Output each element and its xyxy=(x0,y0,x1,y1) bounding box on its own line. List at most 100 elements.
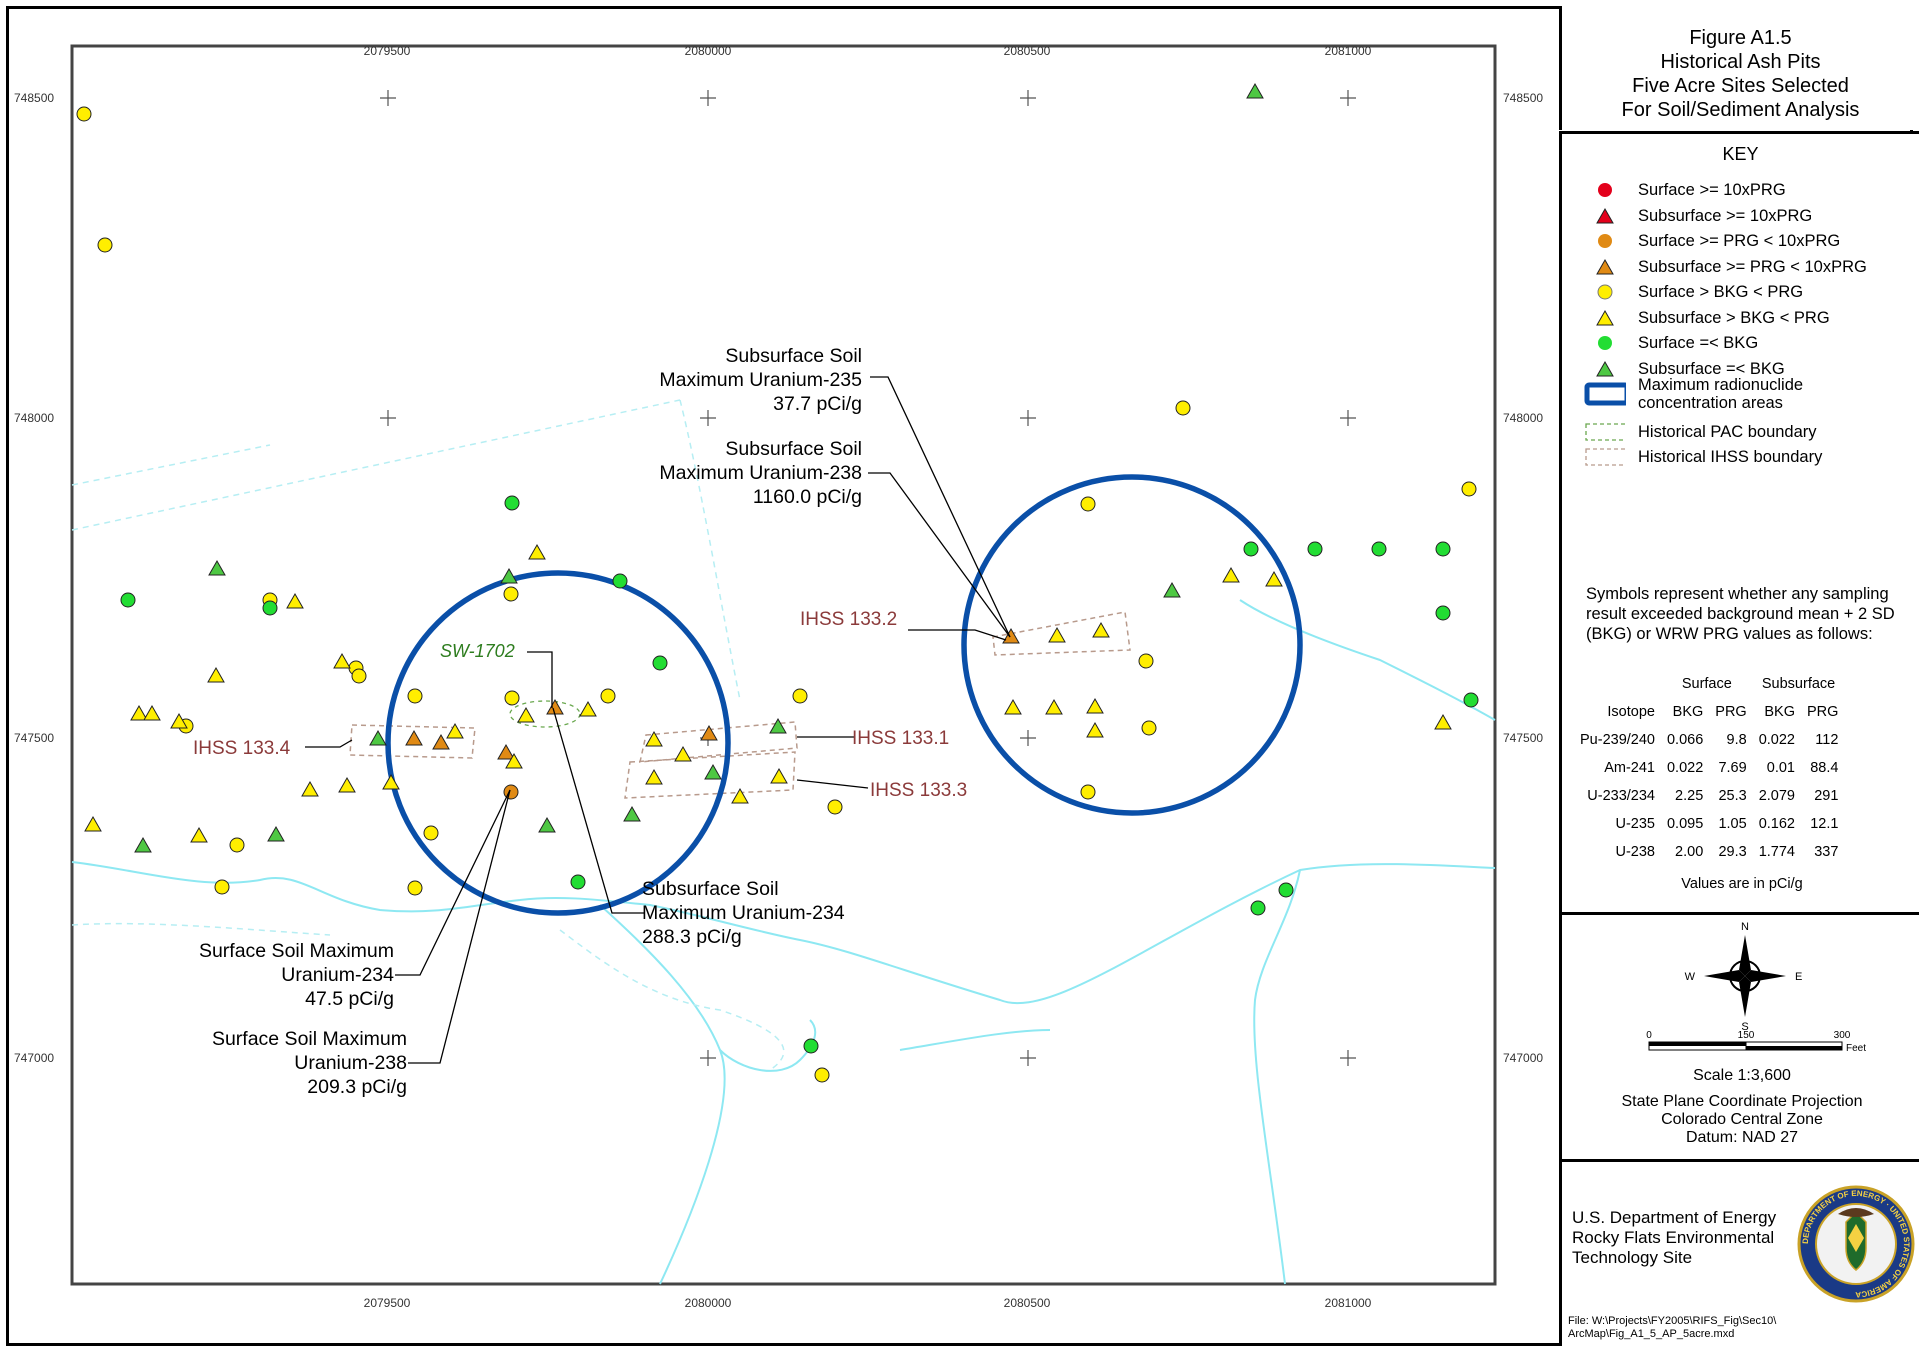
surface-sample-point xyxy=(229,837,245,853)
subsurface-sample-point xyxy=(207,666,225,683)
legend-item: Surface =< BKG xyxy=(1584,331,1758,355)
projection-line: State Plane Coordinate Projection xyxy=(1621,1093,1863,1110)
value-cell: 88.4 xyxy=(1810,760,1839,776)
key-panel: KEY Surface >= 10xPRG Subsurface >= 10xPR… xyxy=(1559,134,1919,912)
subsurface-sample-point xyxy=(1163,581,1181,598)
value-cell: 1.05 xyxy=(1718,816,1747,832)
ihss-boundaries xyxy=(349,611,1131,799)
subsurface-sample-point xyxy=(528,543,546,560)
legend-item: Surface >= 10xPRG xyxy=(1584,178,1786,202)
bottom-axis-label: 2079500 xyxy=(364,1296,411,1310)
surface-sample-point xyxy=(76,106,92,122)
map: 2079500 2080000 2080500 2081000 2079500 … xyxy=(14,44,1543,1310)
value-cell: 291 xyxy=(1814,788,1839,804)
file-path: File: W:\Projects\FY2005\RIFS_Fig\Sec10\… xyxy=(1568,1315,1776,1341)
legend-triangle-icon xyxy=(1584,258,1626,276)
subsurface-sample-point xyxy=(769,717,787,734)
surface-sample-point xyxy=(612,573,628,589)
callout-u238-sub-line3: 1160.0 pCi/g xyxy=(753,486,862,508)
legend-circle-icon xyxy=(1584,334,1626,352)
compass-w: W xyxy=(1685,971,1696,983)
subsurface-sample-point xyxy=(1045,698,1063,715)
legend-label: Surface >= PRG < 10xPRG xyxy=(1638,232,1840,250)
callout-u235-sub-line2: Maximum Uranium-235 xyxy=(659,369,862,391)
legend-label: Surface >= 10xPRG xyxy=(1638,181,1786,199)
figure-title-line: Five Acre Sites Selected xyxy=(1632,75,1849,97)
surface-group-header: Surface xyxy=(1681,676,1732,692)
table-row: U-238 2.00 29.3 1.774 337 xyxy=(1574,838,1844,866)
legend-item: Historical PAC boundary xyxy=(1584,420,1817,444)
value-cell: 337 xyxy=(1814,844,1839,860)
right-axis-label: 747000 xyxy=(1503,1051,1543,1065)
value-cell: 7.69 xyxy=(1718,760,1747,776)
legend-label-line: Surface > BKG < PRG xyxy=(1638,283,1804,301)
legend-item: Historical IHSS boundary xyxy=(1584,445,1822,469)
subsurface-sample-point xyxy=(1265,570,1283,587)
scale-panel: N S W E 0 150 300 Feet Scale 1:3,600 Sta… xyxy=(1559,915,1919,1159)
surface-sample-point xyxy=(214,879,230,895)
agency-panel: U.S. Department of Energy Rocky Flats En… xyxy=(1559,1162,1919,1346)
subsurface-sample-point xyxy=(1002,627,1020,644)
legend-circle-icon xyxy=(1584,283,1626,301)
value-cell: 2.079 xyxy=(1758,788,1795,804)
callout-u234-sub-line3: 288.3 pCi/g xyxy=(642,926,742,948)
scale-unit: Feet xyxy=(1846,1043,1866,1054)
legend-label: Surface > BKG < PRG xyxy=(1638,283,1803,301)
compass-and-scale: N S W E xyxy=(1685,921,1803,1033)
subsurface-sample-point xyxy=(84,815,102,832)
surface-sample-point xyxy=(504,495,520,511)
table-row: U-233/234 2.25 25.3 2.079 291 xyxy=(1574,782,1844,810)
subsurface-sample-point xyxy=(538,816,556,833)
left-axis-label: 747000 xyxy=(14,1051,54,1065)
subsurface-sample-point xyxy=(405,729,423,746)
subsurface-sample-point xyxy=(700,724,718,741)
left-axis-label: 748000 xyxy=(14,411,54,425)
callout-u234-surf-line1: Surface Soil Maximum xyxy=(199,940,394,962)
subsurface-sample-point xyxy=(497,743,515,760)
subsurface-sample-point xyxy=(190,826,208,843)
surface-sample-point xyxy=(120,592,136,608)
surface-sample-point xyxy=(262,600,278,616)
symbols-note: Symbols represent whether any sampling r… xyxy=(1586,585,1895,643)
subsurface-sample-point xyxy=(1246,82,1264,99)
bottom-axis-label: 2080000 xyxy=(685,1296,732,1310)
top-axis-label: 2080500 xyxy=(1004,44,1051,58)
surface-sample-point xyxy=(1175,400,1191,416)
left-axis-label: 747500 xyxy=(14,731,54,745)
left-axis-label: 748500 xyxy=(14,91,54,105)
callout-u234-sub-line2: Maximum Uranium-234 xyxy=(642,902,845,924)
threshold-table: Surface Subsurface Isotope BKG PRG BKG P… xyxy=(1574,670,1844,866)
ihss-133-3-boundary xyxy=(624,751,796,799)
legend-label-line: Maximum radionuclide xyxy=(1638,376,1804,394)
legend-label-line: Surface >= PRG < 10xPRG xyxy=(1638,232,1841,250)
surface-sample-point xyxy=(407,880,423,896)
surface-sample-point xyxy=(600,688,616,704)
subsurface-sample-point xyxy=(1086,697,1104,714)
subsurface-sample-point xyxy=(446,722,464,739)
ihss-133-4-boundary xyxy=(349,724,476,759)
subsurface-sample-point xyxy=(301,780,319,797)
ihss-133-3-label: IHSS 133.3 xyxy=(870,780,967,801)
top-axis-label: 2079500 xyxy=(364,44,411,58)
callout-u234-surf-line3: 47.5 pCi/g xyxy=(305,988,394,1010)
compass-n: N xyxy=(1741,921,1749,933)
doe-seal-logo: DEPARTMENT OF ENERGY · UNITED STATES OF … xyxy=(1797,1185,1915,1303)
surface-sample-point xyxy=(1141,720,1157,736)
value-cell: 2.25 xyxy=(1675,788,1704,804)
value-cell: 0.162 xyxy=(1758,816,1795,832)
sample-points xyxy=(76,82,1479,1083)
legend-label-line: Subsurface >= PRG < 10xPRG xyxy=(1638,257,1867,276)
agency-name: U.S. Department of Energy Rocky Flats En… xyxy=(1572,1208,1776,1268)
isotope-cell: Pu-239/240 xyxy=(1580,732,1655,748)
leader-lines xyxy=(305,376,1011,1064)
subsurface-sample-point xyxy=(134,836,152,853)
file-path-line: ArcMap\Fig_A1_5_AP_5acre.mxd xyxy=(1568,1328,1735,1340)
ihss-133-2-label: IHSS 133.2 xyxy=(800,609,897,630)
subsurface-sample-point xyxy=(517,706,535,723)
ihss-133-2-boundary xyxy=(992,611,1131,656)
graticule xyxy=(380,90,1356,1066)
subsurface-sample-point xyxy=(623,805,641,822)
surface-sample-point xyxy=(504,690,520,706)
value-cell: 29.3 xyxy=(1718,844,1747,860)
subsurface-sample-point xyxy=(143,704,161,721)
